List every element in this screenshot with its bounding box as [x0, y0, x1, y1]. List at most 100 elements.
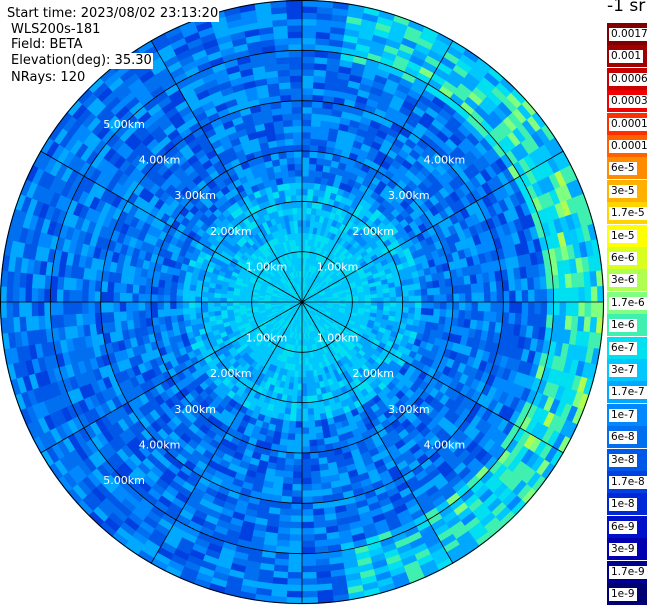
range-bin: [306, 389, 313, 397]
range-bin: [194, 290, 203, 297]
range-bin: [284, 189, 292, 197]
range-bin: [288, 540, 303, 548]
range-bin: [520, 278, 529, 291]
range-bin: [284, 458, 295, 466]
range-bin: [294, 157, 303, 165]
range-bin: [288, 176, 296, 184]
range-bin: [301, 75, 315, 83]
range-bin: [286, 439, 296, 447]
range-bin: [88, 279, 96, 292]
range-bin: [540, 301, 548, 316]
range-bin: [288, 546, 303, 554]
range-bin: [132, 283, 140, 294]
range-bin: [279, 508, 292, 516]
range-bin: [188, 301, 196, 309]
range-bin: [301, 395, 308, 403]
range-bin: [288, 220, 295, 228]
range-bin: [81, 312, 90, 326]
range-bin: [395, 296, 403, 303]
range-bin: [310, 132, 321, 140]
range-bin: [232, 298, 240, 303]
range-bin: [313, 527, 327, 535]
range-bin: [389, 301, 397, 308]
range-bin: [290, 515, 303, 523]
range-bin: [285, 451, 295, 460]
range-bin: [311, 489, 323, 498]
range-bin: [291, 113, 303, 121]
range-bin: [301, 389, 308, 397]
range-bin: [313, 520, 326, 529]
range-bin: [232, 301, 240, 306]
range-bin: [194, 307, 203, 314]
range-bin: [483, 311, 491, 322]
range-bin: [163, 294, 171, 303]
range-bin: [283, 464, 294, 472]
range-bin: [144, 301, 152, 311]
range-bin: [176, 288, 184, 296]
range-bin: [62, 276, 71, 291]
range-bin: [125, 283, 134, 294]
range-bin: [125, 301, 133, 312]
range-bin: [301, 421, 309, 429]
range-bin: [540, 288, 548, 303]
range-bin: [150, 309, 159, 319]
range-bin: [477, 292, 485, 303]
range-bin: [292, 471, 303, 479]
range-bin: [280, 432, 289, 440]
range-bin: [314, 426, 323, 434]
range-bin: [131, 301, 139, 312]
range-bin: [402, 301, 410, 308]
range-bin: [281, 426, 290, 434]
range-bin: [290, 509, 303, 517]
range-bin: [483, 282, 491, 293]
range-bin: [301, 68, 315, 77]
range-bin: [546, 288, 554, 303]
range-bin: [496, 291, 504, 303]
range-bin: [238, 304, 246, 309]
range-bin: [106, 291, 114, 303]
range-bin: [445, 309, 454, 319]
range-bin: [56, 276, 65, 290]
range-bin: [502, 290, 510, 303]
range-bin: [289, 414, 297, 422]
range-bin: [276, 533, 291, 542]
range-bin: [301, 125, 312, 133]
range-bin: [88, 312, 96, 325]
range-bin: [291, 106, 303, 114]
range-bin: [408, 307, 416, 315]
range-bin: [293, 144, 303, 152]
range-bin: [433, 287, 441, 296]
range-bin: [288, 43, 303, 51]
range-bin: [313, 533, 328, 542]
range-bin: [278, 75, 291, 84]
range-bin: [119, 310, 128, 322]
range-bin: [364, 298, 372, 303]
range-bin: [207, 291, 215, 298]
range-bin: [282, 476, 294, 485]
range-bin: [419, 314, 428, 322]
range-bin: [289, 62, 303, 70]
range-bin: [169, 308, 178, 317]
range-bin: [358, 301, 366, 306]
range-bin: [291, 389, 298, 397]
range-bin: [290, 87, 303, 95]
range-bin: [277, 527, 291, 535]
range-bin: [288, 50, 303, 58]
range-bin: [219, 301, 227, 307]
range-bin: [301, 163, 310, 171]
range-bin: [515, 301, 523, 314]
range-bin: [311, 106, 323, 115]
range-bin: [313, 413, 321, 422]
range-bin: [301, 352, 306, 359]
range-bin: [288, 56, 303, 64]
range-bin: [401, 290, 410, 297]
range-bin: [213, 306, 221, 312]
range-bin: [297, 226, 303, 234]
range-bin: [514, 278, 523, 292]
range-bin: [313, 62, 328, 71]
range-bin: [287, 433, 296, 441]
range-bin: [287, 214, 294, 222]
range-bin: [291, 496, 303, 504]
range-bin: [295, 175, 303, 183]
